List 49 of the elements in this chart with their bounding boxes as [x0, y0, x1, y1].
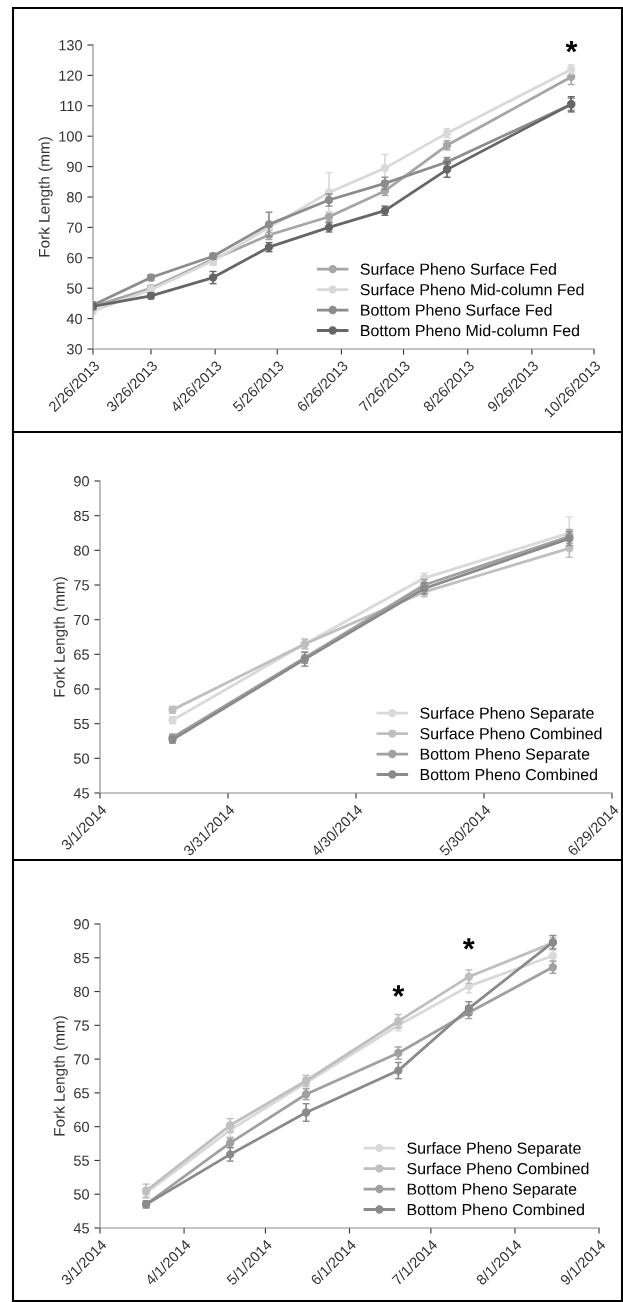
legend-label: Surface Pheno Separate: [420, 707, 594, 722]
legend-label: Bottom Pheno Surface Fed: [361, 304, 552, 316]
y-tick-label: 50: [73, 753, 90, 764]
y-tick-label: 30: [66, 344, 83, 355]
y-tick-label: 80: [67, 192, 83, 203]
y-axis-title: Fork Length (mm): [53, 577, 68, 697]
annotation: *: [462, 938, 475, 950]
legend-label: Surface Pheno Mid-column Fed: [360, 283, 584, 296]
legend-label: Bottom Pheno Separate: [420, 748, 590, 763]
y-tick-label: 80: [74, 986, 90, 997]
y-tick-label: 80: [74, 545, 90, 556]
y-tick-label: 40: [66, 313, 83, 325]
legend-label: Bottom Pheno Mid-column Fed: [361, 324, 579, 337]
y-tick-label: 110: [60, 100, 83, 112]
annotation: *: [392, 985, 405, 997]
y-tick-label: 65: [74, 649, 89, 660]
y-tick-label: 55: [73, 1155, 89, 1166]
y-tick-label: 90: [67, 161, 83, 173]
y-tick-label: 50: [66, 283, 83, 294]
y-tick-label: 65: [74, 1087, 89, 1099]
y-tick-label: 45: [73, 1223, 89, 1234]
y-tick-label: 85: [74, 510, 89, 522]
y-tick-label: 75: [74, 1020, 89, 1031]
y-tick-label: 130: [59, 40, 83, 51]
y-tick-label: 50: [73, 1189, 90, 1200]
y-tick-label: 75: [74, 580, 89, 591]
y-tick-label: 45: [73, 788, 89, 799]
y-tick-label: 85: [74, 952, 89, 964]
legend-label: Bottom Pheno Combined: [407, 1203, 584, 1216]
y-tick-label: 120: [59, 70, 83, 81]
y-tick-label: 55: [73, 718, 89, 730]
y-tick-label: 90: [74, 919, 90, 930]
y-tick-label: 90: [74, 476, 90, 487]
legend-label: Surface Pheno Separate: [407, 1142, 581, 1157]
y-axis-title: Fork Length (mm): [38, 137, 53, 257]
y-axis-title: Fork Length (mm): [53, 1016, 68, 1136]
legend-label: Surface Pheno Combined: [407, 1162, 589, 1175]
legend-label: Bottom Pheno Combined: [420, 768, 597, 781]
y-tick-label: 70: [74, 1054, 90, 1065]
y-tick-label: 60: [67, 252, 83, 264]
y-tick-label: 70: [67, 222, 83, 233]
legend-label: Surface Pheno Surface Fed: [360, 263, 556, 275]
legend-label: Surface Pheno Combined: [420, 727, 602, 740]
y-tick-label: 70: [74, 614, 90, 626]
legend-label: Bottom Pheno Separate: [407, 1183, 577, 1198]
y-tick-label: 60: [74, 684, 90, 695]
annotation: *: [565, 41, 578, 53]
y-tick-label: 100: [59, 131, 83, 142]
y-tick-label: 60: [74, 1121, 90, 1133]
